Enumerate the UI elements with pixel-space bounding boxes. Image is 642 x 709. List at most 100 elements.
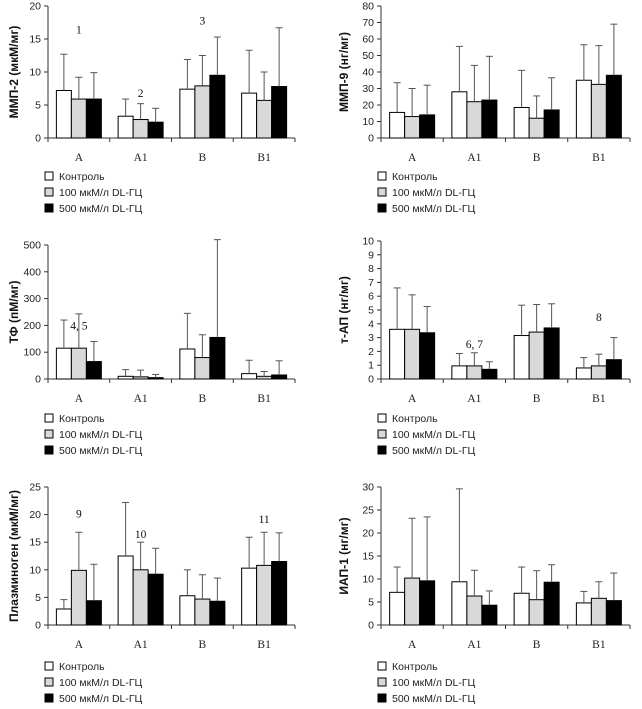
y-tick-label: 5 bbox=[35, 100, 41, 112]
bar bbox=[179, 595, 196, 626]
x-tick-label: A1 bbox=[467, 152, 481, 164]
bar bbox=[575, 602, 592, 626]
bar bbox=[70, 98, 87, 139]
y-tick-label: 30 bbox=[362, 83, 374, 95]
y-tick-label: 15 bbox=[29, 34, 41, 46]
bar bbox=[132, 119, 149, 139]
legend-swatch bbox=[44, 445, 54, 455]
bar bbox=[451, 581, 468, 626]
significance-label: 8 bbox=[596, 312, 602, 324]
y-tick-label: 2 bbox=[368, 346, 374, 358]
y-tick-label: 5 bbox=[35, 592, 41, 604]
x-tick-label: B1 bbox=[592, 393, 606, 405]
bar bbox=[132, 376, 149, 380]
bar bbox=[256, 564, 273, 626]
legend-label: 100 мкМ/л DL-ГЦ bbox=[59, 677, 143, 689]
legend-swatch bbox=[44, 429, 54, 439]
bar bbox=[543, 327, 560, 380]
legend-swatch bbox=[44, 677, 54, 687]
x-tick-label: B bbox=[533, 393, 541, 405]
y-tick-label: 400 bbox=[23, 266, 41, 278]
y-tick-label: 1 bbox=[368, 360, 374, 372]
y-tick-label: 15 bbox=[362, 551, 374, 563]
y-tick-label: 0 bbox=[368, 133, 374, 145]
bar bbox=[179, 88, 196, 139]
bar bbox=[419, 580, 436, 626]
legend-label: 100 мкМ/л DL-ГЦ bbox=[392, 429, 476, 441]
y-tick-label: 6 bbox=[368, 291, 374, 303]
bar bbox=[70, 347, 87, 380]
significance-label: 10 bbox=[135, 529, 147, 541]
bar bbox=[528, 599, 545, 626]
y-tick-label: 7 bbox=[368, 277, 374, 289]
x-tick-label: A bbox=[408, 152, 417, 164]
bar bbox=[605, 359, 622, 380]
bar bbox=[590, 597, 607, 626]
x-tick-label: B1 bbox=[592, 639, 606, 651]
significance-label: 9 bbox=[76, 508, 82, 520]
y-tick-label: 20 bbox=[362, 100, 374, 112]
bar bbox=[466, 101, 483, 139]
bar bbox=[451, 91, 468, 139]
y-tick-label: 20 bbox=[29, 1, 41, 13]
legend-label: 500 мкМ/л DL-ГЦ bbox=[59, 203, 143, 215]
y-tick-label: 50 bbox=[362, 50, 374, 62]
legend-label: 500 мкМ/л DL-ГЦ bbox=[59, 693, 143, 705]
legend: Контроль 100 мкМ/л DL-ГЦ 500 мкМ/л DL-ГЦ bbox=[44, 661, 143, 705]
bar bbox=[575, 79, 592, 139]
legend-label: Контроль bbox=[392, 171, 438, 183]
chart-panel-5: 0 5 10 15 20 25 A A1 B B1 Плазминоген (мкМ/мг) 9 10 1… bbox=[7, 482, 296, 705]
legend-label: Контроль bbox=[59, 171, 105, 183]
bar bbox=[85, 361, 102, 380]
x-tick-label: A1 bbox=[134, 152, 148, 164]
y-tick-label: 60 bbox=[362, 34, 374, 46]
y-tick-label: 3 bbox=[368, 332, 374, 344]
bar bbox=[241, 373, 258, 380]
bar bbox=[132, 569, 149, 626]
y-tick-label: 9 bbox=[368, 249, 374, 261]
bar bbox=[194, 598, 211, 626]
y-tick-label: 0 bbox=[368, 374, 374, 386]
bar bbox=[209, 336, 226, 380]
bar bbox=[389, 328, 406, 380]
bar bbox=[241, 567, 258, 626]
bar bbox=[117, 375, 134, 380]
bar bbox=[85, 98, 102, 139]
bar bbox=[404, 116, 421, 139]
y-tick-label: 300 bbox=[23, 293, 41, 305]
x-tick-label: A bbox=[75, 152, 84, 164]
bar bbox=[481, 368, 498, 380]
legend-swatch bbox=[377, 693, 387, 703]
legend-label: 500 мкМ/л DL-ГЦ bbox=[59, 445, 143, 457]
bar bbox=[528, 331, 545, 380]
y-tick-label: 10 bbox=[362, 574, 374, 586]
y-tick-label: 70 bbox=[362, 17, 374, 29]
legend-label: 100 мкМ/л DL-ГЦ bbox=[392, 677, 476, 689]
y-tick-label: 0 bbox=[35, 133, 41, 145]
legend-swatch bbox=[44, 171, 54, 181]
significance-label: 2 bbox=[138, 88, 144, 100]
legend-swatch bbox=[377, 445, 387, 455]
bar bbox=[147, 377, 164, 380]
y-tick-label: 4 bbox=[368, 318, 374, 330]
bar bbox=[147, 121, 164, 139]
bar bbox=[209, 600, 226, 626]
x-tick-label: A1 bbox=[467, 393, 481, 405]
legend-label: 100 мкМ/л DL-ГЦ bbox=[59, 429, 143, 441]
x-tick-label: A bbox=[408, 393, 417, 405]
bar bbox=[543, 581, 560, 626]
bar bbox=[256, 99, 273, 139]
bar bbox=[271, 86, 288, 139]
x-tick-label: A1 bbox=[467, 639, 481, 651]
y-tick-label: 25 bbox=[29, 482, 41, 494]
bar bbox=[147, 573, 164, 626]
y-axis-title: ММП-9 (нг/мг) bbox=[337, 32, 351, 112]
bar bbox=[543, 109, 560, 139]
legend-swatch bbox=[44, 187, 54, 197]
legend-label: 500 мкМ/л DL-ГЦ bbox=[392, 445, 476, 457]
y-tick-label: 500 bbox=[23, 240, 41, 252]
legend-label: 100 мкМ/л DL-ГЦ bbox=[392, 187, 476, 199]
legend-swatch bbox=[377, 413, 387, 423]
legend-swatch bbox=[377, 429, 387, 439]
